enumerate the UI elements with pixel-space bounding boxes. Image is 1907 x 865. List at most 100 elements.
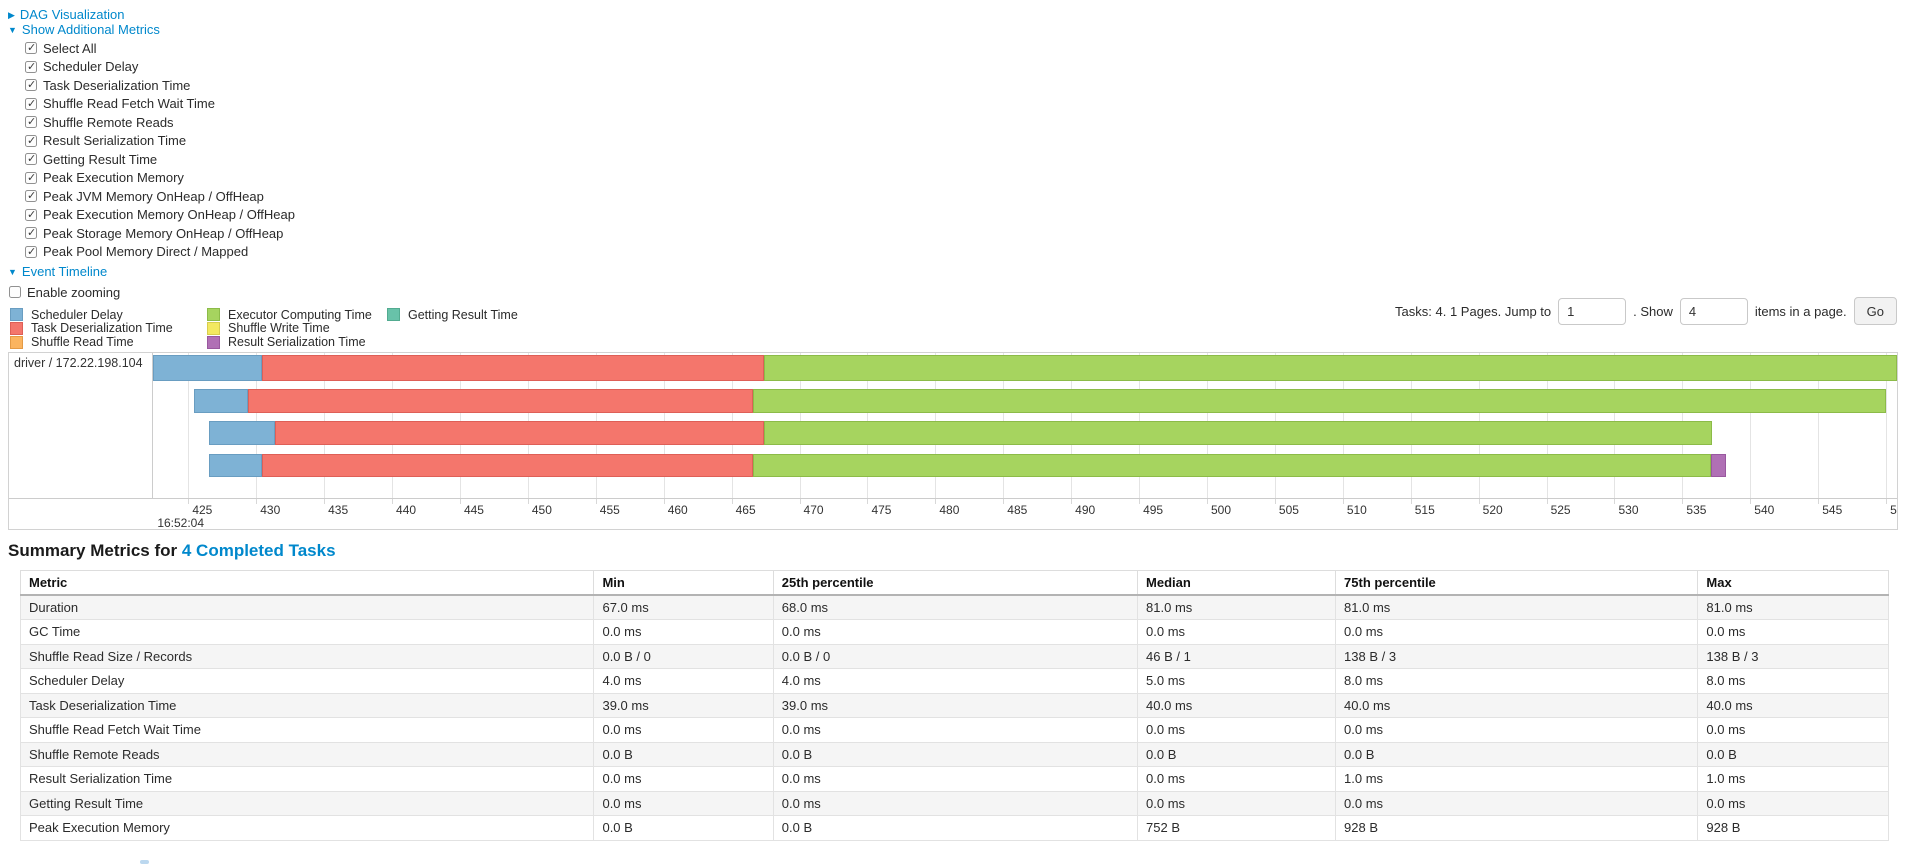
value-cell: 0.0 B [1137, 741, 1337, 767]
executor-computing-swatch [207, 308, 220, 321]
task-bar-segment-executor-computing[interactable] [753, 389, 1887, 413]
checkbox-label: Result Serialization Time [43, 133, 187, 149]
axis-time-label: 16:52:04 [157, 516, 205, 529]
task-deserialization-swatch [10, 321, 23, 335]
axis-tick-label: 450 [531, 503, 552, 517]
timeline-axis: 425 430 435 440 445 450 455 460 465 470 475 480 485 4… [9, 498, 1897, 529]
event-timeline-toggle[interactable]: ▼ Event Timeline [8, 264, 107, 279]
axis-tick [1682, 499, 1684, 504]
axis-tick [1818, 499, 1820, 504]
metric-cell: Peak Execution Memory [19, 815, 595, 841]
metric-checkbox-peak-storage-memory-onheap-offheap[interactable]: Peak Storage Memory OnHeap / OffHeap [25, 224, 295, 243]
metric-checkbox-peak-jvm-memory-onheap-offheap[interactable]: Peak JVM Memory OnHeap / OffHeap [25, 187, 295, 206]
axis-tick-label: 455 [599, 503, 620, 517]
value-cell: 81.0 ms [1697, 594, 1889, 620]
value-cell: 81.0 ms [1137, 594, 1337, 620]
task-bar-segment-scheduler-delay[interactable] [208, 421, 276, 445]
legend-item-result-serialization: Result Serialization Time [207, 335, 366, 349]
task-bar-segment-result-serialization[interactable] [1710, 454, 1726, 477]
table-row-result-serialization-time: Result Serialization Time 0.0 ms 0.0 ms 0.0… [19, 766, 1889, 792]
jump-to-page-input[interactable] [1558, 297, 1627, 325]
value-cell: 0.0 ms [772, 766, 1139, 792]
task-bar-segment-executor-computing[interactable] [753, 454, 1711, 477]
axis-tick [1750, 499, 1752, 504]
metric-checkbox-peak-execution-memory-onheap-offheap[interactable]: Peak Execution Memory OnHeap / OffHeap [25, 206, 295, 225]
task-bar-segment-task-deserialization[interactable] [261, 454, 754, 477]
value-cell: 81.0 ms [1335, 594, 1699, 620]
task-bar-segment-executor-computing[interactable] [764, 355, 1897, 381]
show-additional-metrics-toggle[interactable]: ▼ Show Additional Metrics [8, 22, 160, 37]
gridline [188, 353, 190, 498]
metric-checkbox-select-all[interactable]: Select All [25, 39, 295, 58]
axis-tick [935, 499, 937, 504]
task-bar-segment-executor-computing[interactable] [764, 421, 1713, 445]
table-row-scheduler-delay: Scheduler Delay 4.0 ms 4.0 ms 5.0 ms 8.0 ms 8… [19, 668, 1889, 694]
task-pagination: Tasks: 4. 1 Pages. Jump to . Show items … [1395, 297, 1897, 325]
metric-checkbox-task-deserialization-time[interactable]: Task Deserialization Time [25, 76, 295, 95]
metric-checkbox-peak-pool-memory-direct-mapped[interactable]: Peak Pool Memory Direct / Mapped [25, 243, 295, 262]
axis-tick-label: 490 [1075, 503, 1096, 517]
legend-label: Executor Computing Time [228, 307, 372, 322]
gridline [1750, 353, 1752, 498]
axis-tick [324, 499, 326, 504]
value-cell: 0.0 ms [1335, 619, 1699, 645]
axis-tick [1342, 499, 1344, 504]
checkbox-icon [25, 97, 37, 110]
metric-checkbox-shuffle-read-fetch-wait-time[interactable]: Shuffle Read Fetch Wait Time [25, 95, 295, 114]
axis-tick-label: 515 [1414, 503, 1435, 517]
value-cell: 0.0 B [593, 741, 774, 767]
axis-tick [1614, 499, 1616, 504]
checkbox-label: Scheduler Delay [43, 59, 139, 75]
legend-item-shuffle-read: Shuffle Read Time [10, 335, 134, 349]
axis-tick [867, 499, 869, 504]
shuffle-write-swatch [207, 321, 220, 335]
metric-checkbox-result-serialization-time[interactable]: Result Serialization Time [25, 132, 295, 151]
expanded-arrow-icon: ▼ [8, 24, 17, 35]
summary-metrics-table: Metric Min 25th percentile Median 75th perce… [19, 570, 1889, 841]
dag-visualization-toggle[interactable]: ▶ DAG Visualization [8, 7, 124, 22]
metric-checkbox-peak-execution-memory[interactable]: Peak Execution Memory [25, 169, 295, 188]
table-row-task-deserialization-time: Task Deserialization Time 39.0 ms 39.0 ms 4… [19, 692, 1889, 718]
value-cell: 1.0 ms [1335, 766, 1699, 792]
axis-tick-label: 525 [1550, 503, 1571, 517]
task-bar-segment-task-deserialization[interactable] [275, 421, 765, 445]
table-header-row: Metric Min 25th percentile Median 75th perce… [19, 570, 1889, 596]
metric-checkbox-scheduler-delay[interactable]: Scheduler Delay [25, 58, 295, 77]
metric-checkbox-shuffle-remote-reads[interactable]: Shuffle Remote Reads [25, 113, 295, 132]
axis-tick-label: 430 [260, 503, 281, 517]
axis-tick-label: 485 [1007, 503, 1028, 517]
shuffle-read-swatch [10, 335, 23, 349]
value-cell: 0.0 ms [593, 766, 774, 792]
task-bar-segment-scheduler-delay[interactable] [208, 454, 262, 477]
metric-cell: Scheduler Delay [19, 668, 595, 694]
axis-tick-label: 475 [871, 503, 892, 517]
summary-title-text: Summary Metrics for [8, 541, 178, 560]
completed-tasks-link[interactable]: 4 Completed Tasks [181, 541, 336, 560]
items-per-page-input[interactable] [1679, 297, 1748, 325]
task-bar-segment-scheduler-delay[interactable] [153, 355, 262, 381]
axis-tick [663, 499, 665, 504]
task-bar-segment-scheduler-delay[interactable] [193, 389, 249, 413]
value-cell: 0.0 ms [1137, 717, 1337, 743]
go-button[interactable]: Go [1853, 297, 1897, 325]
checkbox-icon [25, 60, 37, 73]
checkbox-icon [9, 286, 21, 299]
axis-tick [1139, 499, 1141, 504]
axis-tick-label: 435 [328, 503, 349, 517]
metric-checkbox-getting-result-time[interactable]: Getting Result Time [25, 150, 295, 169]
value-cell: 0.0 B [772, 815, 1139, 841]
axis-tick-label: 425 [192, 503, 213, 517]
axis-tick-label: 460 [667, 503, 688, 517]
legend-item-scheduler-delay: Scheduler Delay [10, 308, 123, 322]
task-bar-segment-task-deserialization[interactable] [248, 389, 754, 413]
enable-zooming-checkbox[interactable]: Enable zooming [9, 283, 120, 302]
value-cell: 40.0 ms [1335, 692, 1699, 718]
value-cell: 0.0 ms [1137, 790, 1337, 816]
legend-item-getting-result: Getting Result Time [387, 308, 518, 322]
checkbox-label: Peak JVM Memory OnHeap / OffHeap [43, 188, 264, 204]
value-cell: 46 B / 1 [1137, 643, 1337, 669]
value-cell: 0.0 B [1335, 741, 1699, 767]
axis-tick-label: 465 [735, 503, 756, 517]
task-bar-segment-task-deserialization[interactable] [261, 355, 765, 381]
checkbox-label: Peak Execution Memory OnHeap / OffHeap [43, 207, 295, 223]
